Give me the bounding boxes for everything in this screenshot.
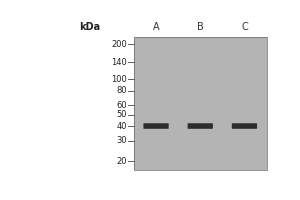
Text: kDa: kDa	[79, 22, 100, 32]
Text: A: A	[153, 22, 159, 32]
Text: 30: 30	[116, 136, 127, 145]
Text: 20: 20	[116, 157, 127, 166]
FancyBboxPatch shape	[188, 123, 213, 129]
FancyBboxPatch shape	[232, 123, 257, 129]
Text: 140: 140	[111, 58, 127, 67]
Text: 200: 200	[111, 40, 127, 49]
FancyBboxPatch shape	[143, 123, 169, 129]
Text: B: B	[197, 22, 204, 32]
Text: 80: 80	[116, 86, 127, 95]
Text: 60: 60	[116, 101, 127, 110]
Text: C: C	[241, 22, 248, 32]
Text: 50: 50	[116, 110, 127, 119]
Text: 100: 100	[111, 75, 127, 84]
Text: 40: 40	[116, 122, 127, 131]
